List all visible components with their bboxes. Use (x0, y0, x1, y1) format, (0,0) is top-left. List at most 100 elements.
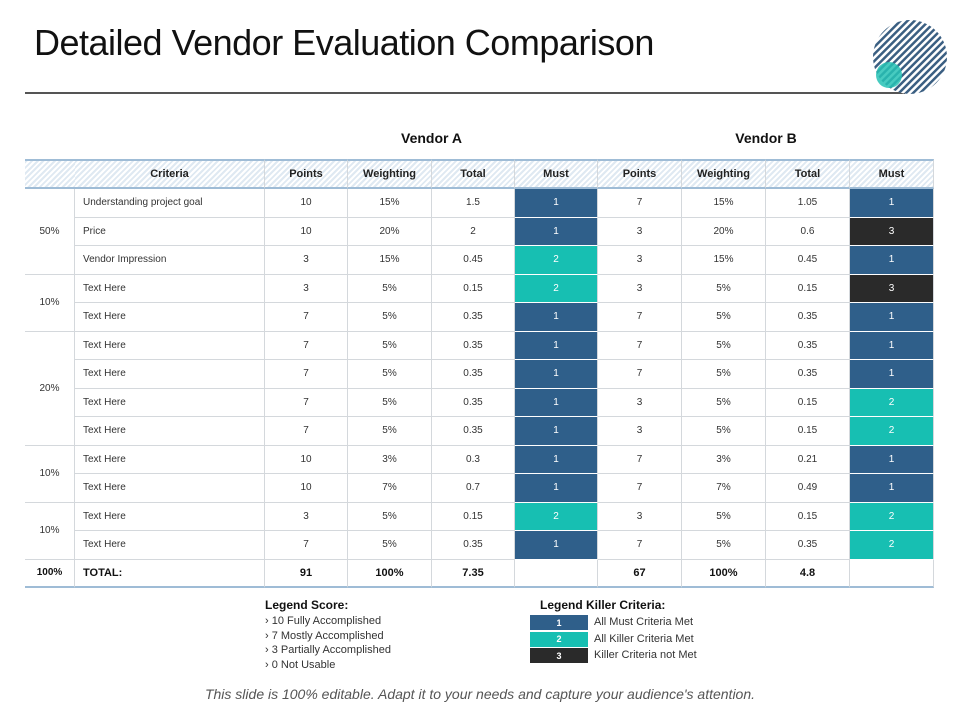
cell: 0.21 (766, 445, 850, 474)
cell: 0.35 (432, 388, 515, 417)
column-header: Total (766, 159, 850, 189)
footer: This slide is 100% editable. Adapt it to… (204, 686, 756, 702)
cell: Text Here (75, 360, 265, 389)
column-header: Points (265, 159, 348, 189)
legend-swatch: 2 (530, 631, 588, 647)
total-label: TOTAL: (75, 559, 265, 588)
cell: 7 (265, 531, 348, 560)
must-cell: 1 (850, 474, 934, 503)
cell: 7 (265, 417, 348, 446)
cell: 3% (348, 445, 432, 474)
cell: 5% (682, 417, 766, 446)
must-cell: 2 (850, 388, 934, 417)
cell: Text Here (75, 502, 265, 531)
cell: Text Here (75, 417, 265, 446)
must-cell: 2 (850, 531, 934, 560)
cell: 0.15 (766, 502, 850, 531)
column-header: Weighting (682, 159, 766, 189)
cell: Understanding project goal (75, 189, 265, 218)
column-header: Criteria (75, 159, 265, 189)
cell: 7 (598, 331, 682, 360)
cell: 5% (348, 331, 432, 360)
cell: 5% (682, 274, 766, 303)
cell: 5% (348, 388, 432, 417)
must-cell: 3 (850, 217, 934, 246)
must-cell: 2 (850, 417, 934, 446)
cell: 0.35 (766, 331, 850, 360)
cell: 0.35 (432, 331, 515, 360)
cell: 0.15 (432, 274, 515, 303)
cell: 5% (348, 303, 432, 332)
must-cell: 1 (515, 474, 598, 503)
must-cell: 1 (515, 360, 598, 389)
cell: 7 (598, 189, 682, 218)
column-header: Points (598, 159, 682, 189)
cell: 0.45 (432, 246, 515, 275)
group-weight: 10% (25, 502, 75, 560)
cell: Text Here (75, 531, 265, 560)
group-weight: 10% (25, 445, 75, 503)
cell: Text Here (75, 331, 265, 360)
cell: 7 (265, 331, 348, 360)
total-cell: 67 (598, 559, 682, 588)
total-cell (515, 559, 598, 588)
cell: 7 (598, 360, 682, 389)
cell: 7 (265, 303, 348, 332)
cell: 7% (348, 474, 432, 503)
must-cell: 1 (850, 360, 934, 389)
must-cell: 1 (515, 189, 598, 218)
cell: 0.3 (432, 445, 515, 474)
cell: 7 (265, 388, 348, 417)
total-cell: 100% (348, 559, 432, 588)
legend-swatch: 3 (530, 648, 588, 663)
header-bg (25, 159, 75, 189)
cell: 20% (682, 217, 766, 246)
cell: 10 (265, 474, 348, 503)
cell: 3 (265, 274, 348, 303)
cell: 0.35 (766, 360, 850, 389)
legend-item: › 10 Fully Accomplished (265, 615, 382, 627)
vendor-header: Vendor B (735, 130, 797, 146)
group-weight: 20% (25, 331, 75, 446)
cell: 5% (348, 531, 432, 560)
cell: 5% (682, 388, 766, 417)
total-cell: 91 (265, 559, 348, 588)
cell: 7 (598, 303, 682, 332)
legend-item: Killer Criteria not Met (594, 649, 697, 661)
must-cell: 1 (515, 531, 598, 560)
total-cell (850, 559, 934, 588)
title-rule (25, 92, 905, 94)
cell: 0.7 (432, 474, 515, 503)
legend-item: › 0 Not Usable (265, 658, 336, 671)
total-cell: 100% (682, 559, 766, 588)
group-weight: 50% (25, 189, 75, 275)
cell: 0.15 (766, 388, 850, 417)
column-header: Must (850, 159, 934, 189)
must-cell: 2 (515, 246, 598, 275)
must-cell: 1 (515, 417, 598, 446)
cell: 1.05 (766, 189, 850, 218)
title: Detailed Vendor Evaluation Comparison (34, 22, 654, 63)
cell: 0.15 (766, 417, 850, 446)
cell: 20% (348, 217, 432, 246)
cell: 3 (598, 217, 682, 246)
column-header: Total (432, 159, 515, 189)
cell: 0.6 (766, 217, 850, 246)
cell: Text Here (75, 445, 265, 474)
total-cell: 4.8 (766, 559, 850, 588)
cell: 7 (265, 360, 348, 389)
must-cell: 1 (515, 445, 598, 474)
must-cell: 2 (850, 502, 934, 531)
cell: 5% (682, 331, 766, 360)
cell: 5% (682, 502, 766, 531)
must-cell: 2 (515, 274, 598, 303)
cell: 3 (598, 502, 682, 531)
must-cell: 1 (850, 331, 934, 360)
decoration (873, 20, 947, 94)
cell: 5% (682, 531, 766, 560)
must-cell: 1 (515, 217, 598, 246)
cell: Vendor Impression (75, 246, 265, 275)
group-weight: 10% (25, 274, 75, 332)
cell: 7 (598, 531, 682, 560)
cell: 5% (348, 360, 432, 389)
